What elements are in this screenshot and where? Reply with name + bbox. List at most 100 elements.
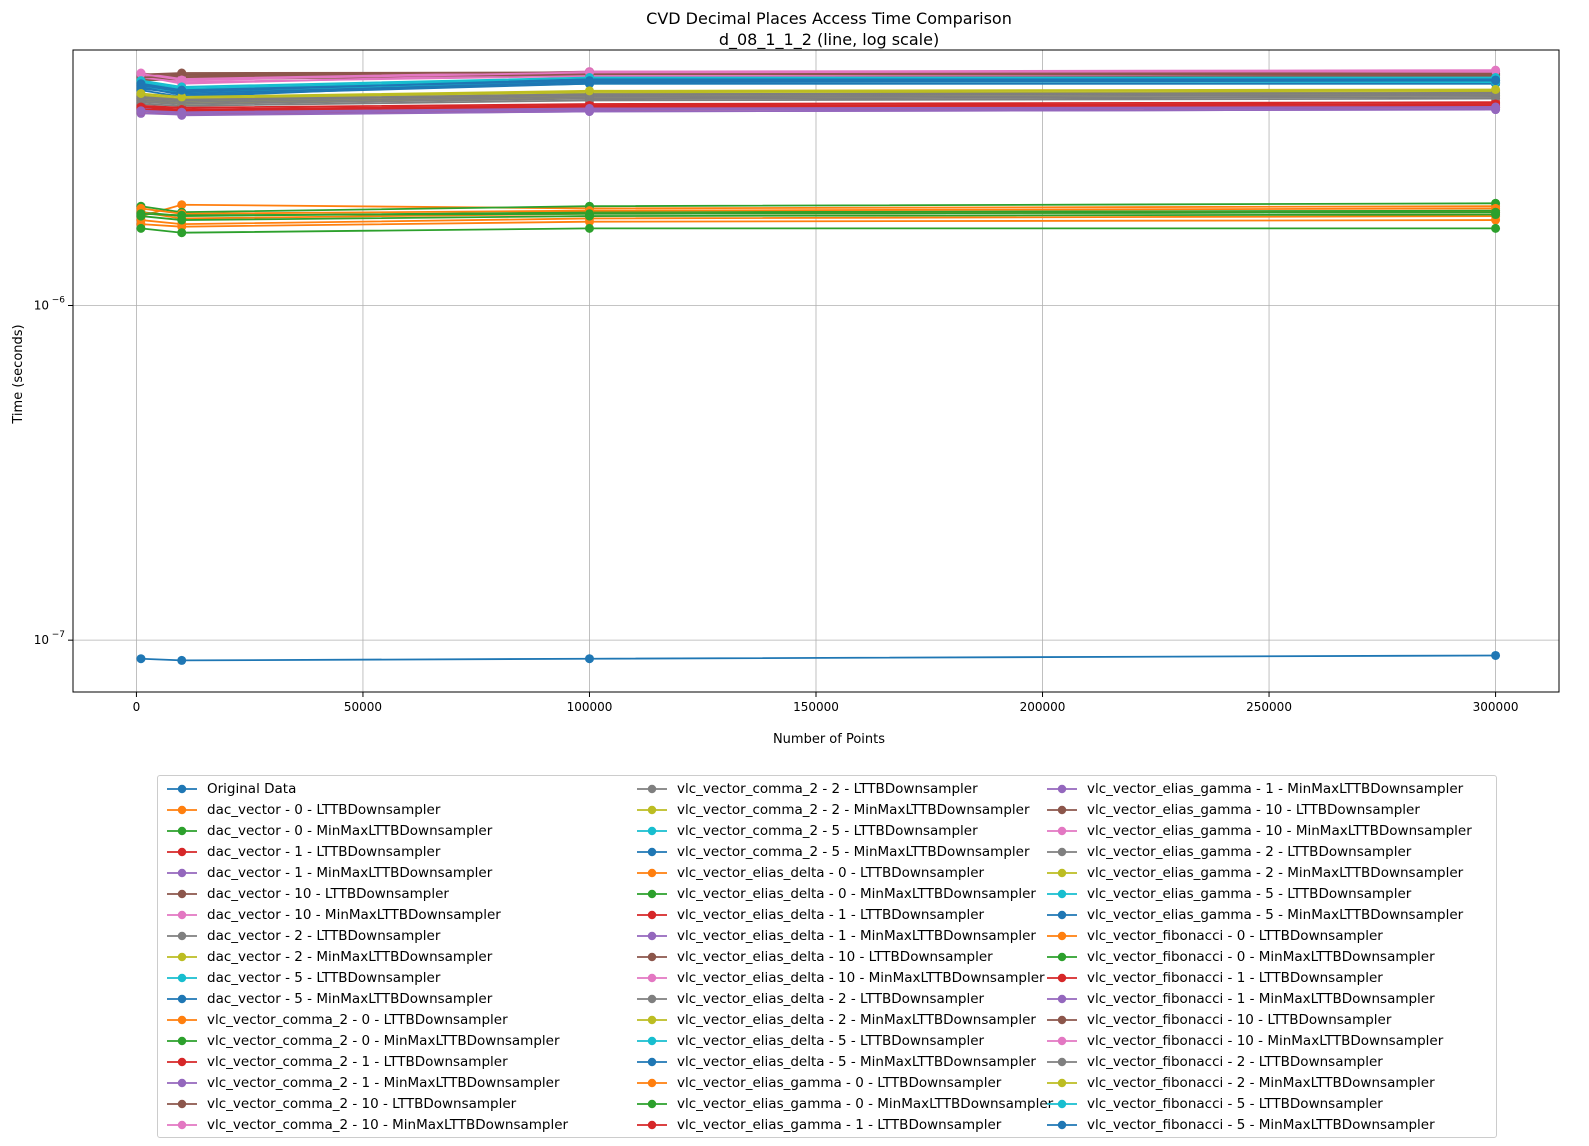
- data-point: [136, 223, 146, 233]
- legend-swatch: [637, 910, 667, 919]
- legend-item: dac_vector - 5 - MinMaxLTTBDownsampler: [165, 988, 492, 1009]
- legend-swatch: [167, 826, 197, 835]
- legend-item: vlc_vector_elias_delta - 10 - LTTBDownsa…: [635, 946, 993, 967]
- line-chart: CVD Decimal Places Access Time Compariso…: [11, 9, 1560, 747]
- legend-item: dac_vector - 2 - LTTBDownsampler: [165, 925, 440, 946]
- series-line: [140, 202, 1496, 214]
- legend-label: vlc_vector_comma_2 - 10 - MinMaxLTTBDown…: [207, 1116, 569, 1133]
- data-point: [1491, 650, 1501, 660]
- series-line: [140, 79, 1496, 95]
- legend-swatch: [167, 973, 197, 982]
- legend-swatch: [167, 1036, 197, 1045]
- legend-label: dac_vector - 2 - MinMaxLTTBDownsampler: [207, 948, 493, 965]
- series-line: [140, 211, 1496, 217]
- legend-item: dac_vector - 5 - LTTBDownsampler: [165, 967, 440, 988]
- legend-item: vlc_vector_elias_gamma - 1 - LTTBDownsam…: [635, 1114, 1001, 1135]
- series-line: [140, 101, 1496, 109]
- legend-item: dac_vector - 0 - MinMaxLTTBDownsampler: [165, 820, 492, 841]
- x-tick-label: 100000: [567, 700, 613, 714]
- data-point: [1491, 84, 1501, 94]
- legend-label: dac_vector - 5 - MinMaxLTTBDownsampler: [207, 990, 493, 1007]
- legend-label: vlc_vector_elias_delta - 2 - MinMaxLTTBD…: [677, 1011, 1036, 1028]
- legend-label: vlc_vector_elias_gamma - 10 - MinMaxLTTB…: [1087, 822, 1472, 839]
- legend-swatch: [637, 1099, 667, 1108]
- legend-item: vlc_vector_comma_2 - 2 - MinMaxLTTBDowns…: [635, 799, 1030, 820]
- data-point: [136, 79, 146, 89]
- y-axis-label: Time (seconds): [11, 324, 26, 424]
- legend-swatch: [1047, 868, 1077, 877]
- legend-item: vlc_vector_elias_gamma - 2 - LTTBDownsam…: [1045, 841, 1411, 862]
- legend-item: vlc_vector_elias_delta - 2 - LTTBDownsam…: [635, 988, 984, 1009]
- legend-swatch: [167, 1015, 197, 1024]
- series-line: [140, 88, 1496, 98]
- legend-swatch: [167, 994, 197, 1003]
- legend-label: vlc_vector_elias_gamma - 0 - MinMaxLTTBD…: [677, 1095, 1054, 1112]
- legend-item: vlc_vector_elias_delta - 2 - MinMaxLTTBD…: [635, 1009, 1036, 1030]
- legend-swatch: [637, 1057, 667, 1066]
- legend-item: vlc_vector_fibonacci - 1 - LTTBDownsampl…: [1045, 967, 1383, 988]
- legend-label: vlc_vector_elias_gamma - 5 - LTTBDownsam…: [1087, 885, 1412, 902]
- legend-swatch: [1047, 784, 1077, 793]
- legend-label: vlc_vector_elias_delta - 0 - LTTBDownsam…: [677, 864, 985, 881]
- legend-swatch: [167, 784, 197, 793]
- data-point: [584, 103, 594, 113]
- data-point: [136, 69, 146, 79]
- legend-item: dac_vector - 10 - LTTBDownsampler: [165, 883, 449, 904]
- legend-swatch: [1047, 994, 1077, 1003]
- legend-item: vlc_vector_comma_2 - 0 - MinMaxLTTBDowns…: [165, 1030, 560, 1051]
- legend-label: vlc_vector_elias_gamma - 1 - LTTBDownsam…: [677, 1116, 1002, 1133]
- legend-label: vlc_vector_fibonacci - 5 - MinMaxLTTBDow…: [1087, 1116, 1435, 1133]
- y-tick-label: 10: [34, 298, 49, 312]
- legend-label: vlc_vector_fibonacci - 0 - MinMaxLTTBDow…: [1087, 948, 1435, 965]
- legend-swatch: [637, 994, 667, 1003]
- legend-item: vlc_vector_comma_2 - 10 - LTTBDownsample…: [165, 1093, 516, 1114]
- data-point: [136, 209, 146, 219]
- legend-item: vlc_vector_comma_2 - 5 - MinMaxLTTBDowns…: [635, 841, 1030, 862]
- data-point: [1491, 75, 1501, 85]
- x-tick-label: 50000: [344, 700, 382, 714]
- legend-item: vlc_vector_elias_delta - 10 - MinMaxLTTB…: [635, 967, 1045, 988]
- legend-label: vlc_vector_comma_2 - 1 - MinMaxLTTBDowns…: [207, 1074, 560, 1091]
- legend-item: vlc_vector_elias_delta - 1 - MinMaxLTTBD…: [635, 925, 1036, 946]
- legend-item: dac_vector - 10 - MinMaxLTTBDownsampler: [165, 904, 501, 925]
- legend-label: vlc_vector_elias_delta - 1 - MinMaxLTTBD…: [677, 927, 1036, 944]
- legend-label: dac_vector - 2 - LTTBDownsampler: [207, 927, 441, 944]
- series-line: [140, 207, 1496, 215]
- chart-subtitle: d_08_1_1_2 (line, log scale): [719, 30, 939, 50]
- legend-item: vlc_vector_elias_delta - 5 - LTTBDownsam…: [635, 1030, 984, 1051]
- legend-swatch: [167, 910, 197, 919]
- legend-item: vlc_vector_fibonacci - 0 - MinMaxLTTBDow…: [1045, 946, 1435, 967]
- legend-item: vlc_vector_comma_2 - 5 - LTTBDownsampler: [635, 820, 978, 841]
- series-0: [136, 650, 1501, 665]
- legend-item: vlc_vector_fibonacci - 0 - LTTBDownsampl…: [1045, 925, 1383, 946]
- x-axis-label: Number of Points: [773, 732, 885, 747]
- legend-label: vlc_vector_fibonacci - 1 - LTTBDownsampl…: [1087, 969, 1383, 986]
- legend-swatch: [1047, 1120, 1077, 1129]
- legend-swatch: [637, 931, 667, 940]
- data-point: [177, 75, 187, 85]
- data-point: [1491, 66, 1501, 76]
- data-point: [177, 210, 187, 220]
- legend-swatch: [1047, 826, 1077, 835]
- legend-item: vlc_vector_comma_2 - 1 - MinMaxLTTBDowns…: [165, 1072, 560, 1093]
- legend-label: vlc_vector_comma_2 - 2 - MinMaxLTTBDowns…: [677, 801, 1030, 818]
- legend-label: vlc_vector_comma_2 - 0 - MinMaxLTTBDowns…: [207, 1032, 560, 1049]
- y-tick-exponent: −6: [52, 295, 66, 305]
- legend-swatch: [1047, 931, 1077, 940]
- legend-item: vlc_vector_fibonacci - 10 - MinMaxLTTBDo…: [1045, 1030, 1443, 1051]
- data-point: [1491, 223, 1501, 233]
- legend-swatch: [637, 1078, 667, 1087]
- legend-item: vlc_vector_elias_gamma - 10 - LTTBDownsa…: [1045, 799, 1420, 820]
- series-layer: [136, 65, 1501, 665]
- legend-label: vlc_vector_comma_2 - 5 - MinMaxLTTBDowns…: [677, 843, 1030, 860]
- legend-label: vlc_vector_elias_delta - 10 - MinMaxLTTB…: [677, 969, 1045, 986]
- legend-label: vlc_vector_elias_gamma - 0 - LTTBDownsam…: [677, 1074, 1002, 1091]
- series-22: [136, 223, 1501, 238]
- legend-swatch: [167, 952, 197, 961]
- legend-swatch: [637, 868, 667, 877]
- legend-label: dac_vector - 0 - MinMaxLTTBDownsampler: [207, 822, 493, 839]
- legend-item: vlc_vector_fibonacci - 5 - MinMaxLTTBDow…: [1045, 1114, 1435, 1135]
- legend-label: vlc_vector_elias_delta - 0 - MinMaxLTTBD…: [677, 885, 1036, 902]
- legend-swatch: [637, 1036, 667, 1045]
- legend-label: vlc_vector_fibonacci - 1 - MinMaxLTTBDow…: [1087, 990, 1435, 1007]
